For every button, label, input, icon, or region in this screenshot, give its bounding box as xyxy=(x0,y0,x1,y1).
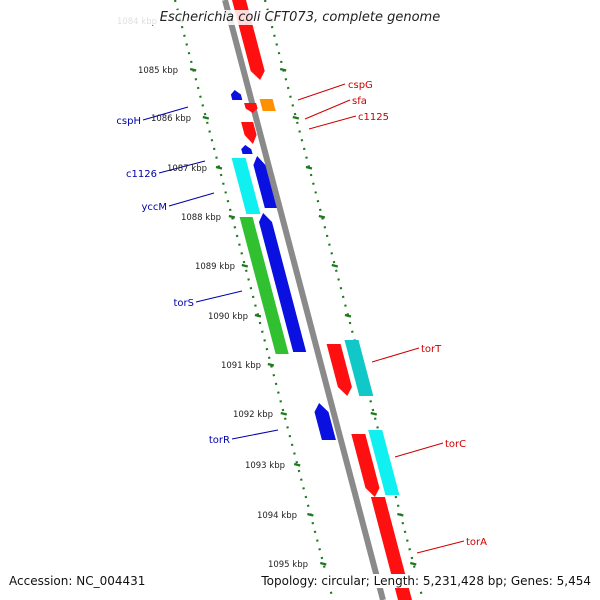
leader-line xyxy=(297,83,346,101)
gene-label-sfa[interactable]: sfa xyxy=(352,96,367,107)
kbp-tick xyxy=(241,263,249,268)
gene-torR-block xyxy=(314,403,336,440)
kbp-tick xyxy=(267,362,275,367)
kbp-tick xyxy=(292,115,300,120)
kbp-tick xyxy=(370,411,378,416)
gene-torS-blue xyxy=(259,213,307,352)
leader-line xyxy=(416,540,465,554)
gene-label-torC[interactable]: torC xyxy=(445,439,466,450)
kbp-tick xyxy=(293,462,301,467)
kbp-tick xyxy=(319,561,327,566)
leader-line xyxy=(304,99,351,120)
leader-line xyxy=(371,347,420,363)
gene-label-torR[interactable]: torR xyxy=(209,435,230,446)
gene-sfa-block xyxy=(259,99,276,111)
gene-c1126-block xyxy=(241,145,253,154)
gene-label-c1126[interactable]: c1126 xyxy=(126,169,157,180)
leader-line xyxy=(195,290,243,303)
kbp-label: 1093 kbp xyxy=(245,461,285,471)
kbp-label: 1092 kbp xyxy=(233,410,273,420)
gene-torC-cyan xyxy=(368,430,400,495)
gene-label-torA[interactable]: torA xyxy=(466,537,487,548)
gene-features xyxy=(230,0,412,600)
leader-line xyxy=(231,429,279,440)
kbp-label: 1090 kbp xyxy=(208,312,248,322)
gene-label-torS[interactable]: torS xyxy=(174,298,195,309)
gene-label-c1125[interactable]: c1125 xyxy=(358,112,389,123)
kbp-label: 1094 kbp xyxy=(257,511,297,521)
leader-line xyxy=(308,115,357,130)
gene-label-cspG[interactable]: cspG xyxy=(348,80,373,91)
genome-backbone xyxy=(222,0,386,600)
gene-torT-red xyxy=(326,344,352,396)
gene-label-torT[interactable]: torT xyxy=(421,344,442,355)
kbp-tick xyxy=(202,115,210,120)
label-leader-lines xyxy=(142,83,465,554)
gene-label-cspH[interactable]: cspH xyxy=(116,116,141,127)
accession-label: Accession: NC_004431 xyxy=(9,574,146,588)
genome-summary: Topology: circular; Length: 5,231,428 bp… xyxy=(261,574,591,588)
kbp-tick xyxy=(318,214,326,219)
gene-cyan-reverse xyxy=(231,158,261,214)
map-title: Escherichia coli CFT073, complete genome xyxy=(0,10,600,25)
kbp-label: 1087 kbp xyxy=(167,164,207,174)
kbp-label: 1095 kbp xyxy=(268,560,308,570)
kbp-tick-marks xyxy=(176,18,417,566)
kbp-tick xyxy=(254,313,262,318)
kbp-tick xyxy=(305,165,313,170)
gene-red-small xyxy=(244,103,258,113)
gene-yccM-block xyxy=(253,156,277,208)
leader-line xyxy=(142,106,189,121)
kbp-tick xyxy=(215,165,223,170)
gene-torT-teal xyxy=(344,340,374,396)
leader-line xyxy=(168,192,215,207)
gene-torS-green xyxy=(239,217,289,354)
kbp-tick xyxy=(344,313,352,318)
gene-cspH-block xyxy=(230,90,243,100)
leader-line xyxy=(158,160,206,174)
kbp-label: 1086 kbp xyxy=(151,114,191,124)
kbp-label: 1085 kbp xyxy=(138,66,178,76)
kbp-tick xyxy=(228,214,236,219)
gene-label-yccM[interactable]: yccM xyxy=(141,202,167,213)
leader-line xyxy=(394,442,444,458)
kbp-label: 1089 kbp xyxy=(195,262,235,272)
gene-c1125-block xyxy=(241,122,257,144)
dotted-track xyxy=(173,0,335,600)
kbp-tick xyxy=(331,263,339,268)
gene-torC-red xyxy=(351,434,380,497)
kbp-label: 1088 kbp xyxy=(181,213,221,223)
kbp-tick xyxy=(409,561,417,566)
kbp-tick xyxy=(280,411,288,416)
kbp-label: 1091 kbp xyxy=(221,361,261,371)
